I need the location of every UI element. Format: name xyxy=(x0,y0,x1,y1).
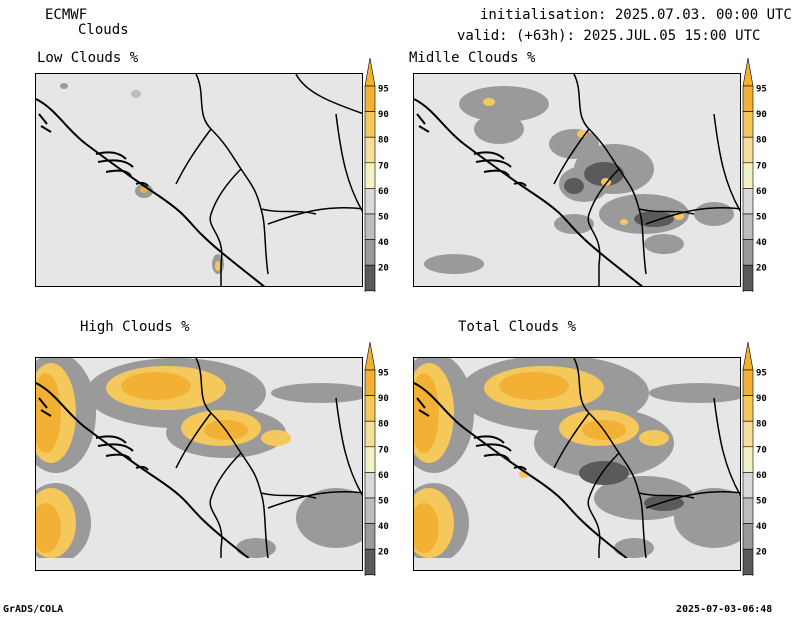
colorbar-arrow-bottom xyxy=(364,574,376,576)
colorbar-label-40: 40 xyxy=(378,522,389,532)
colorbar-swatch-50 xyxy=(742,497,754,524)
colorbar-label-95: 95 xyxy=(378,369,389,379)
colorbar-swatch-70 xyxy=(364,162,376,189)
map-mid xyxy=(414,74,740,286)
colorbar-swatch-40 xyxy=(364,523,376,550)
colorbar-swatch-95 xyxy=(742,369,754,396)
colorbar-swatch-70 xyxy=(742,162,754,189)
colorbar-swatch-70 xyxy=(364,446,376,473)
colorbar-label-40: 40 xyxy=(756,238,767,248)
colorbar-swatch-50 xyxy=(364,497,376,524)
colorbar-label-20: 20 xyxy=(756,264,767,274)
footer-software: GrADS/COLA xyxy=(3,604,64,615)
map-high xyxy=(36,358,362,558)
panel-title-total: Total Clouds % xyxy=(458,319,577,335)
map-panel-mid xyxy=(413,73,741,287)
colorbar-swatch-90 xyxy=(742,111,754,138)
colorbar-swatch-20 xyxy=(742,548,754,576)
init-time: initialisation: 2025.07.03. 00:00 UTC xyxy=(480,7,792,23)
map-low xyxy=(36,74,362,286)
colorbar-label-60: 60 xyxy=(756,471,767,481)
colorbar-label-90: 90 xyxy=(756,394,767,404)
colorbar-arrow-top xyxy=(742,58,754,87)
colorbar-low: 95 90 80 70 60 50 40 20 xyxy=(364,58,389,292)
colorbar-label-50: 50 xyxy=(378,497,389,507)
colorbar-swatch-60 xyxy=(364,472,376,499)
colorbar-label-70: 70 xyxy=(378,445,389,455)
colorbar-label-50: 50 xyxy=(756,497,767,507)
colorbar-swatch-80 xyxy=(364,136,376,164)
map-panel-total xyxy=(413,357,741,571)
map-panel-low xyxy=(35,73,363,287)
colorbar-arrow-bottom xyxy=(364,290,376,292)
panel-title-high: High Clouds % xyxy=(80,319,190,335)
colorbar-swatch-90 xyxy=(364,395,376,422)
model-label: ECMWF xyxy=(45,7,88,23)
colorbar-label-95: 95 xyxy=(756,369,767,379)
colorbar-swatch-60 xyxy=(742,472,754,499)
colorbar-swatch-95 xyxy=(742,85,754,112)
colorbar-arrow-top xyxy=(364,342,376,371)
colorbar-label-80: 80 xyxy=(756,136,767,146)
colorbar-swatch-40 xyxy=(742,239,754,266)
colorbar-label-80: 80 xyxy=(378,136,389,146)
map-panel-high xyxy=(35,357,363,571)
colorbar-swatch-80 xyxy=(742,136,754,164)
colorbar-mid: 95 90 80 70 60 50 40 20 xyxy=(742,58,767,292)
colorbar-total: 95 90 80 70 60 50 40 20 xyxy=(742,342,767,576)
colorbar-swatch-20 xyxy=(364,264,376,292)
colorbar-label-90: 90 xyxy=(378,110,389,120)
colorbar-label-20: 20 xyxy=(378,548,389,558)
colorbar-swatch-40 xyxy=(364,239,376,266)
colorbar-swatch-50 xyxy=(742,213,754,240)
colorbar-arrow-bottom xyxy=(742,290,754,292)
colorbar-label-80: 80 xyxy=(756,420,767,430)
colorbar-label-60: 60 xyxy=(378,187,389,197)
map-total xyxy=(414,358,740,558)
colorbar-label-70: 70 xyxy=(756,161,767,171)
colorbar-label-60: 60 xyxy=(378,471,389,481)
colorbar-label-40: 40 xyxy=(378,238,389,248)
colorbar-label-20: 20 xyxy=(378,264,389,274)
colorbar-swatch-60 xyxy=(742,188,754,215)
colorbar-swatch-70 xyxy=(742,446,754,473)
colorbar-swatch-80 xyxy=(742,420,754,448)
colorbar-label-70: 70 xyxy=(756,445,767,455)
colorbar-label-50: 50 xyxy=(756,213,767,223)
panel-title-mid: Midlle Clouds % xyxy=(409,50,536,66)
colorbar-swatch-90 xyxy=(364,111,376,138)
colorbar-swatch-50 xyxy=(364,213,376,240)
colorbar-swatch-20 xyxy=(742,264,754,292)
valid-time: valid: (+63h): 2025.JUL.05 15:00 UTC xyxy=(457,28,761,44)
colorbar-label-90: 90 xyxy=(378,394,389,404)
colorbar-label-95: 95 xyxy=(756,85,767,95)
product-label: Clouds xyxy=(78,22,129,38)
panel-title-low: Low Clouds % xyxy=(37,50,139,66)
colorbar-arrow-top xyxy=(742,342,754,371)
colorbar-label-95: 95 xyxy=(378,85,389,95)
colorbar-label-80: 80 xyxy=(378,420,389,430)
colorbar-swatch-40 xyxy=(742,523,754,550)
colorbar-swatch-95 xyxy=(364,85,376,112)
footer-timestamp: 2025-07-03-06:48 xyxy=(676,604,773,615)
colorbar-label-60: 60 xyxy=(756,187,767,197)
colorbar-swatch-80 xyxy=(364,420,376,448)
colorbar-swatch-90 xyxy=(742,395,754,422)
colorbar-high: 95 90 80 70 60 50 40 20 xyxy=(364,342,389,576)
colorbar-label-20: 20 xyxy=(756,548,767,558)
colorbar-arrow-top xyxy=(364,58,376,87)
colorbar-swatch-60 xyxy=(364,188,376,215)
colorbar-label-90: 90 xyxy=(756,110,767,120)
colorbar-label-40: 40 xyxy=(756,522,767,532)
colorbar-swatch-95 xyxy=(364,369,376,396)
colorbar-arrow-bottom xyxy=(742,574,754,576)
colorbar-swatch-20 xyxy=(364,548,376,576)
colorbar-label-50: 50 xyxy=(378,213,389,223)
colorbar-label-70: 70 xyxy=(378,161,389,171)
